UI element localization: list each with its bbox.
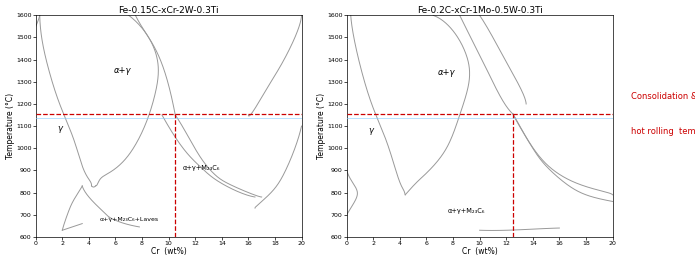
Text: α+γ+M₂₃C₆: α+γ+M₂₃C₆: [183, 165, 220, 171]
Text: α+γ+M₂₃C₆: α+γ+M₂₃C₆: [448, 208, 485, 214]
Title: Fe-0.2C-xCr-1Mo-0.5W-0.3Ti: Fe-0.2C-xCr-1Mo-0.5W-0.3Ti: [417, 6, 543, 15]
Title: Fe-0.15C-xCr-2W-0.3Ti: Fe-0.15C-xCr-2W-0.3Ti: [118, 6, 219, 15]
Y-axis label: Temperature (°C): Temperature (°C): [6, 93, 15, 159]
Text: Consolidation &: Consolidation &: [631, 92, 695, 101]
Text: α+γ+M₂₃C₆+Laves: α+γ+M₂₃C₆+Laves: [99, 217, 158, 222]
Y-axis label: Temperature (°C): Temperature (°C): [316, 93, 325, 159]
Text: γ: γ: [368, 126, 373, 135]
Text: α+γ: α+γ: [113, 66, 131, 75]
X-axis label: Cr  (wt%): Cr (wt%): [461, 247, 498, 256]
Text: γ: γ: [57, 124, 62, 133]
Text: α+γ: α+γ: [438, 68, 455, 77]
X-axis label: Cr  (wt%): Cr (wt%): [151, 247, 186, 256]
Text: hot rolling  temperature: hot rolling temperature: [631, 127, 695, 135]
